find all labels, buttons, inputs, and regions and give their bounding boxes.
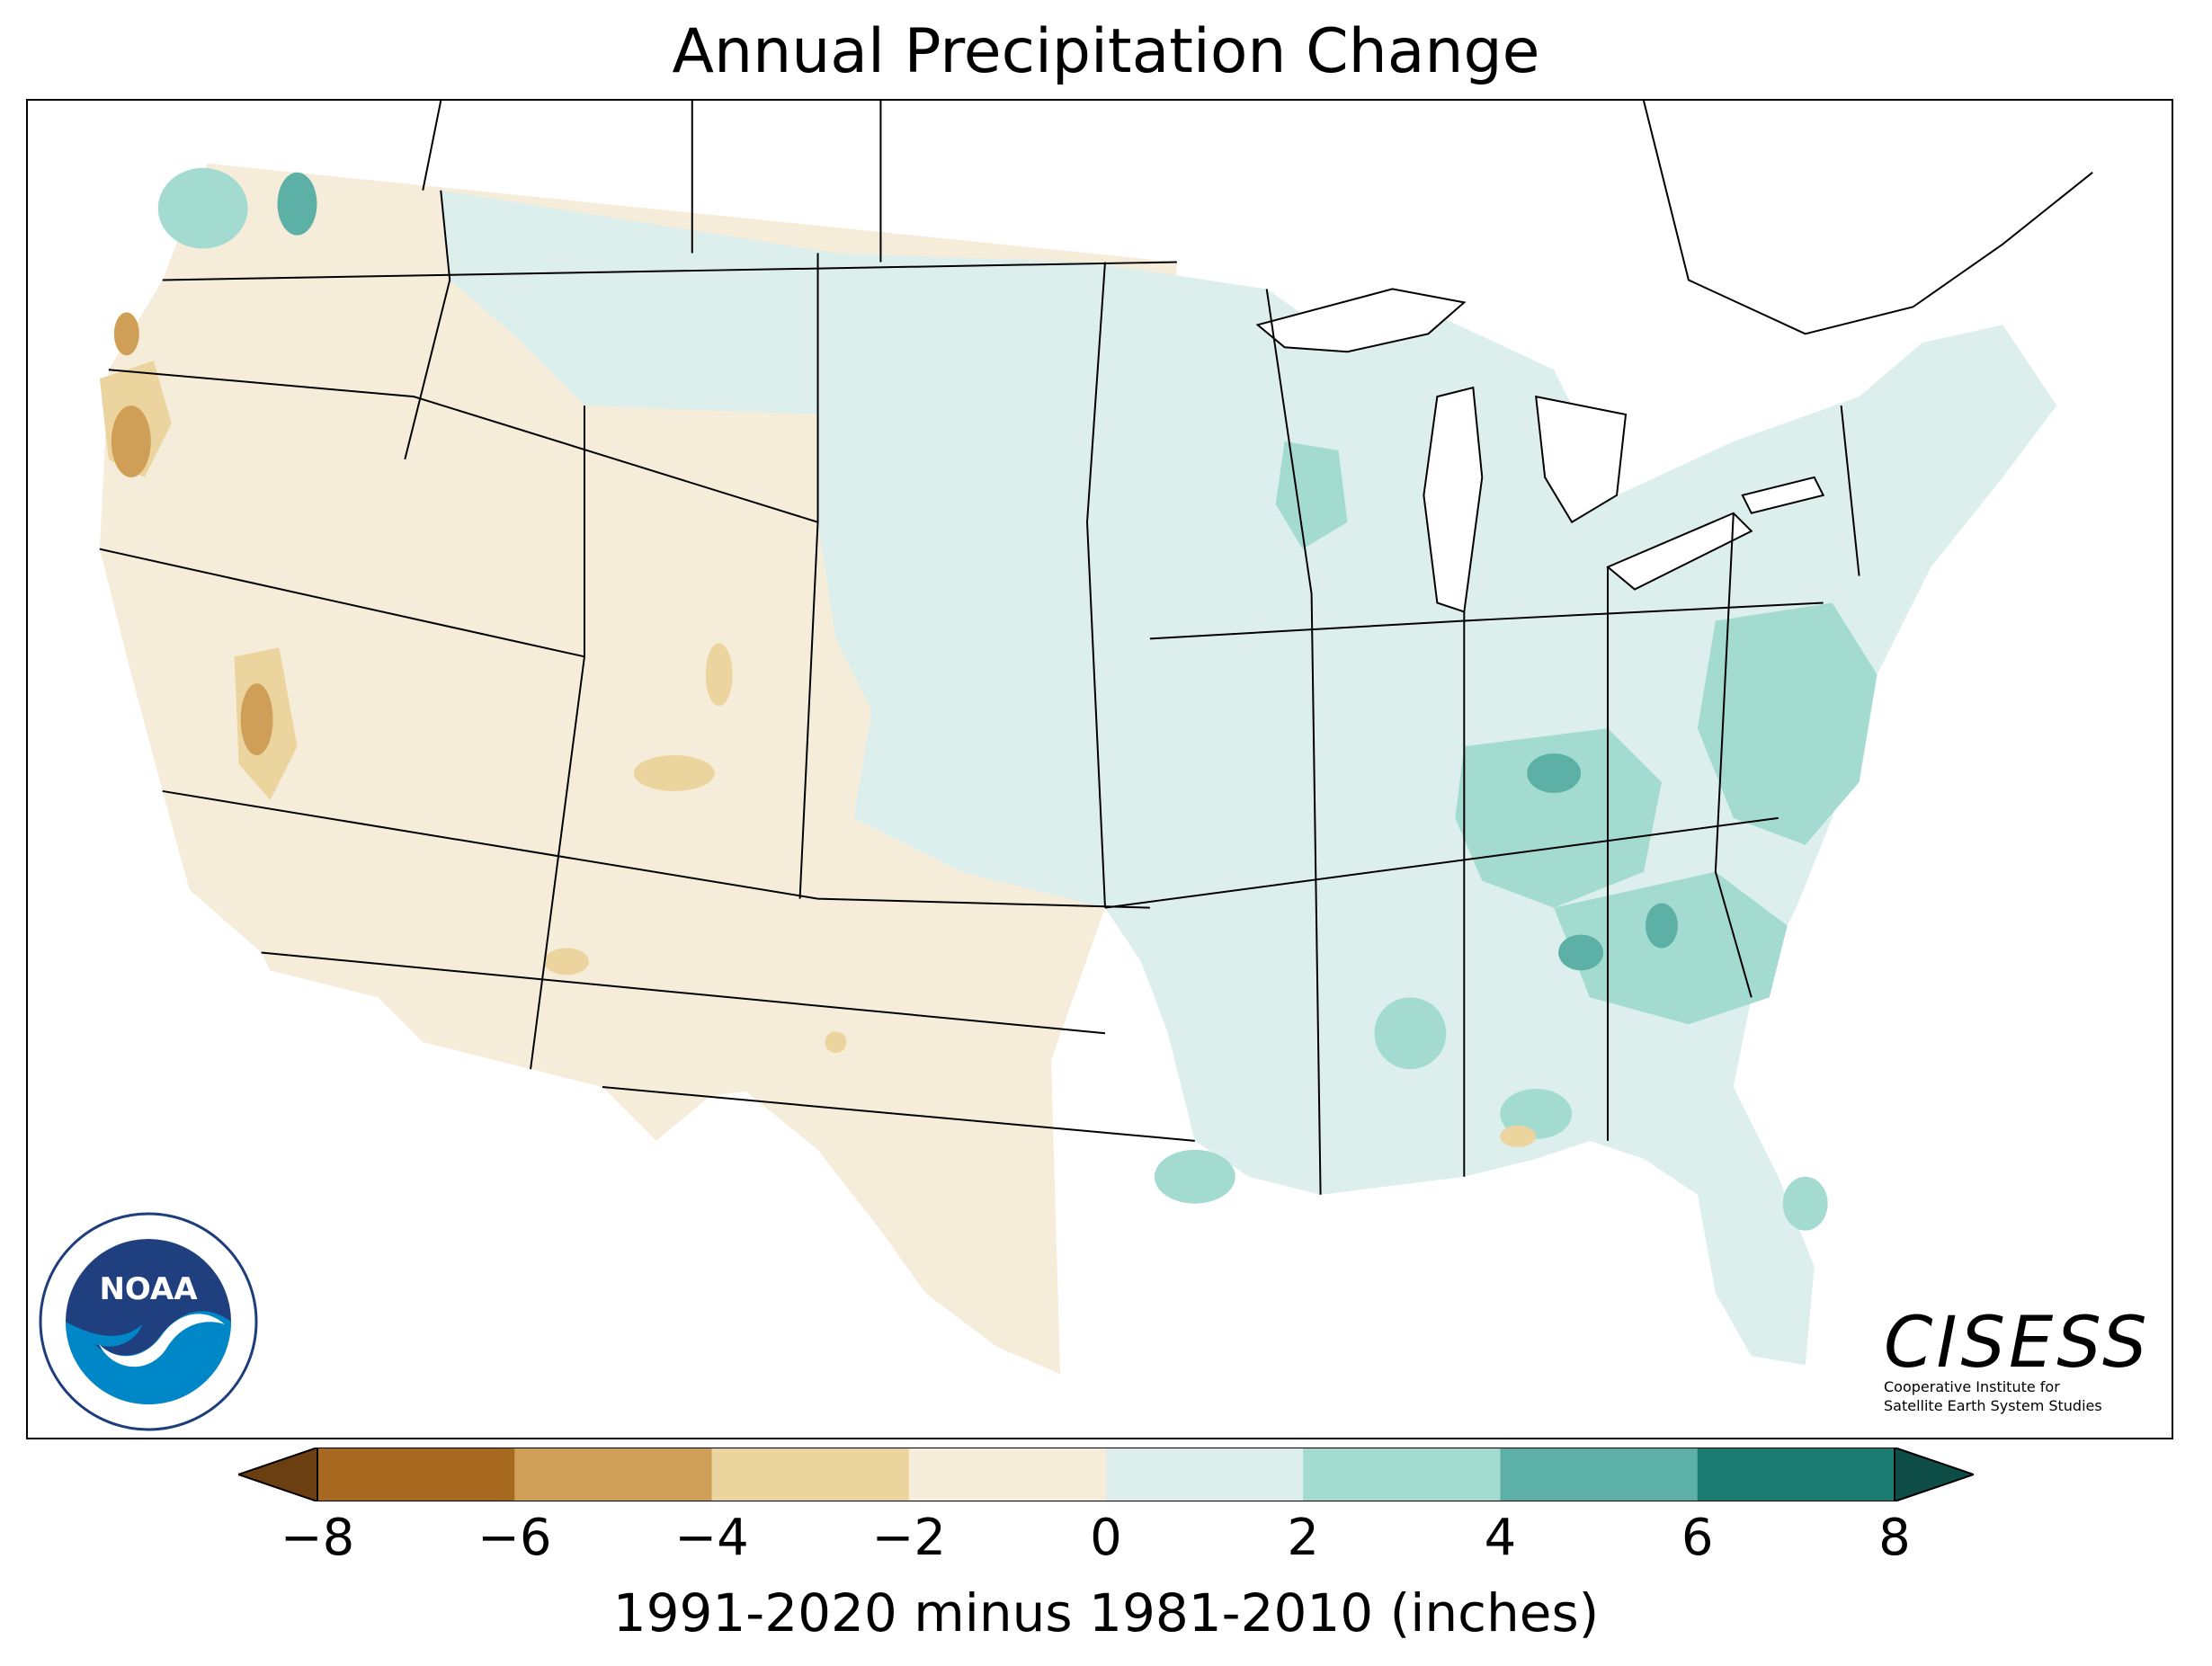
colorbar-tick-label: −6 <box>477 1509 552 1567</box>
colorbar-bin <box>1500 1448 1699 1501</box>
lake-ontario <box>1741 476 1825 514</box>
colorbar-bin <box>1106 1448 1304 1501</box>
lake-superior <box>1255 288 1467 353</box>
colorbar-bin <box>1697 1448 1895 1501</box>
noaa-logo-text: NOAA <box>99 1271 198 1307</box>
map-panel <box>26 99 2173 1439</box>
map-title: Annual Precipitation Change <box>672 16 1540 87</box>
colorbar-tick-label: 0 <box>1090 1509 1122 1567</box>
colorbar-tick-label: −8 <box>280 1509 355 1567</box>
lake-huron <box>1535 395 1628 524</box>
colorbar-tick-label: −4 <box>674 1509 749 1567</box>
cisess-logo-name: CISESS <box>1884 1303 2151 1384</box>
colorbar-bin <box>317 1448 515 1501</box>
colorbar-bin <box>514 1448 712 1501</box>
colorbar-tick-label: −2 <box>871 1509 947 1567</box>
precipitation-change-map <box>99 101 2093 1375</box>
colorbar-over-arrow <box>1894 1448 1974 1501</box>
cisess-logo-line1: Cooperative Institute for <box>1884 1378 2060 1395</box>
colorbar-under-arrow <box>238 1448 318 1501</box>
cisess-logo-line2: Satellite Earth System Studies <box>1884 1396 2102 1414</box>
colorbar-bins <box>238 1448 1974 1501</box>
colorbar-tick-label: 8 <box>1878 1509 1911 1567</box>
colorbar-tick-label: 6 <box>1681 1509 1714 1567</box>
colorbar-tick-label: 4 <box>1484 1509 1517 1567</box>
colorbar-bin <box>711 1448 910 1501</box>
north-east-wet-region <box>441 190 2057 1366</box>
colorbar-tick-label: 2 <box>1287 1509 1320 1567</box>
colorbar <box>238 1448 1974 1501</box>
canada-border <box>422 101 2093 335</box>
cisess-logo: CISESS Cooperative Institute for Satelli… <box>1884 1308 2163 1416</box>
very-wet-patches <box>277 172 1678 971</box>
colorbar-label: 1991-2020 minus 1981-2010 (inches) <box>612 1582 1600 1644</box>
noaa-logo: NOAA <box>39 1212 258 1431</box>
colorbar-bin <box>908 1448 1107 1501</box>
wet-patches <box>157 167 1878 1231</box>
state-borders <box>99 190 1860 1195</box>
very-dry-patches <box>111 312 273 756</box>
colorbar-bin <box>1303 1448 1501 1501</box>
lake-erie <box>1606 512 1753 591</box>
